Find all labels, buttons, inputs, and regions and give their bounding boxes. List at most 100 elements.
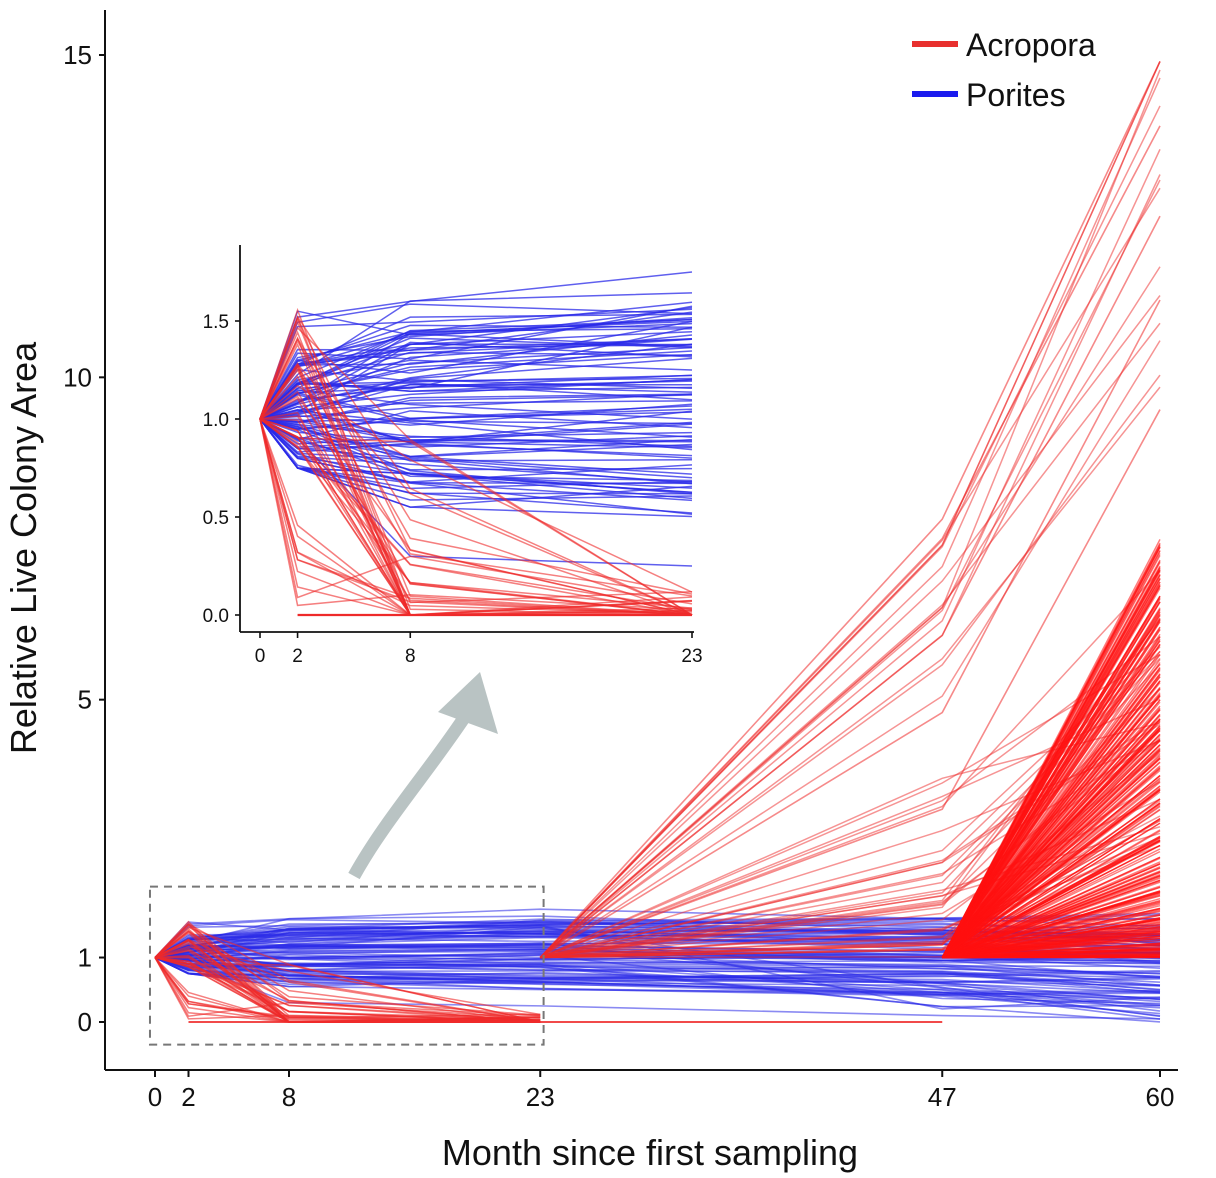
inset-x-tick-label: 2 [292, 646, 303, 667]
inset-y-tick-label: 0.0 [203, 606, 229, 627]
acropora-recruit-line [942, 956, 1161, 959]
acropora-colony-line-early [154, 956, 541, 1023]
acropora-recruit-line [941, 549, 1161, 958]
porites-colony-line [154, 924, 1161, 1010]
acropora-colony-line [539, 61, 1161, 959]
main-y-tick-label: 10 [63, 362, 92, 392]
main-x-tick-label: 8 [282, 1082, 296, 1112]
main-x-tick-label: 2 [181, 1082, 195, 1112]
acropora-colony-line [540, 730, 1161, 959]
legend: Acropora Porites [912, 27, 1096, 113]
acropora-recruit-line [941, 644, 1161, 958]
acropora-recruit-line [941, 844, 1161, 959]
main-y-tick-label: 1 [78, 943, 92, 973]
acropora-colony-line-early [154, 957, 541, 1020]
main-plot-lines [154, 61, 1161, 1023]
acropora-recruit-line [941, 615, 1161, 958]
acropora-colony-line [539, 570, 1161, 959]
acropora-recruit-line [942, 886, 1161, 959]
acropora-recruit-line [941, 680, 1161, 958]
acropora-recruit-line [941, 714, 1161, 959]
acropora-recruit-line [942, 943, 1161, 959]
acropora-recruit-line [942, 948, 1161, 959]
main-x-tick-label: 0 [148, 1082, 162, 1112]
acropora-recruit-line [941, 673, 1161, 958]
inset-acropora-line [259, 418, 693, 611]
inset-x-tick-label: 8 [405, 646, 416, 667]
acropora-recruit-line [941, 798, 1161, 959]
acropora-colony-line [539, 77, 1161, 959]
acropora-colony-line [540, 646, 1161, 959]
inset-acropora-line [259, 384, 693, 593]
acropora-recruit-line [942, 935, 1161, 959]
inset-porites-line [259, 320, 693, 420]
acropora-recruit-line [941, 822, 1161, 959]
acropora-colony-line [539, 69, 1161, 959]
inset-porites-line [259, 320, 693, 420]
acropora-colony-line [539, 409, 1161, 959]
inset-acropora-line [259, 418, 693, 616]
acropora-recruit-line [941, 699, 1161, 958]
legend-label-porites: Porites [966, 77, 1066, 113]
acropora-recruit-line [941, 601, 1161, 958]
inset-acropora-line [259, 418, 693, 615]
acropora-recruit-line [941, 867, 1161, 959]
acropora-colony-line [539, 295, 1161, 959]
inset-plot-lines [259, 271, 693, 617]
acropora-recruit-line [941, 636, 1161, 958]
acropora-colony-line-early [154, 940, 541, 1019]
acropora-colony-line [540, 820, 1161, 959]
acropora-colony-line-early [154, 930, 541, 1016]
acropora-colony-line [539, 374, 1161, 959]
acropora-colony-line [539, 148, 1161, 959]
inset-x-tick-label: 23 [681, 646, 702, 667]
acropora-colony-line-early [154, 957, 541, 1023]
acropora-recruit-line [941, 560, 1161, 958]
inset-y-tick-label: 1.5 [203, 312, 229, 333]
acropora-recruit-line [942, 916, 1161, 959]
acropora-recruit-line [941, 839, 1161, 959]
acropora-colony-line [539, 215, 1161, 959]
acropora-recruit-line [941, 789, 1161, 959]
main-y-tick-label: 0 [78, 1007, 92, 1037]
zoom-arrow [348, 672, 498, 880]
main-y-tick-label: 5 [78, 685, 92, 715]
inset-acropora-line [259, 418, 693, 616]
main-x-tick-label: 23 [526, 1082, 555, 1112]
acropora-colony-line [539, 299, 1161, 959]
inset-acropora-line [259, 418, 693, 605]
acropora-recruit-line [941, 829, 1161, 959]
main-y-tick-label: 15 [63, 40, 92, 70]
inset-porites-line [259, 409, 693, 451]
acropora-recruit-line [942, 928, 1161, 959]
inset-porites-line [259, 418, 693, 485]
acropora-recruit-line [941, 851, 1161, 959]
arrow-shaft [348, 708, 474, 880]
arrow-head [438, 672, 498, 734]
acropora-recruit-line [941, 856, 1161, 959]
acropora-recruit-line [941, 775, 1161, 959]
y-axis-title: Relative Live Colony Area [3, 341, 44, 754]
inset-acropora-line [259, 415, 693, 616]
acropora-colony-line-early [154, 945, 541, 1016]
inset-y-tick-label: 0.5 [203, 508, 229, 529]
acropora-recruit-line [941, 654, 1161, 958]
acropora-recruit-line [941, 628, 1161, 958]
porites-colony-line [154, 956, 1161, 994]
porites-colony-line [154, 956, 1161, 1017]
acropora-colony-line [539, 340, 1161, 959]
acropora-recruit-line [941, 767, 1161, 959]
acropora-recruit-line [942, 879, 1161, 959]
acropora-recruit-line [941, 728, 1161, 959]
inset-acropora-line [259, 368, 693, 604]
acropora-recruit-line [941, 707, 1161, 958]
inset-acropora-line [259, 339, 693, 595]
acropora-recruit-line [941, 574, 1161, 958]
zoom-box [148, 885, 545, 1046]
acropora-colony-line [539, 386, 1161, 959]
acropora-recruit-line [941, 804, 1161, 959]
inset-plot: 0.0 0.5 1.0 1.5 0 2 8 23 [203, 245, 703, 667]
acropora-colony-line [539, 105, 1161, 959]
legend-label-acropora: Acropora [966, 27, 1096, 63]
